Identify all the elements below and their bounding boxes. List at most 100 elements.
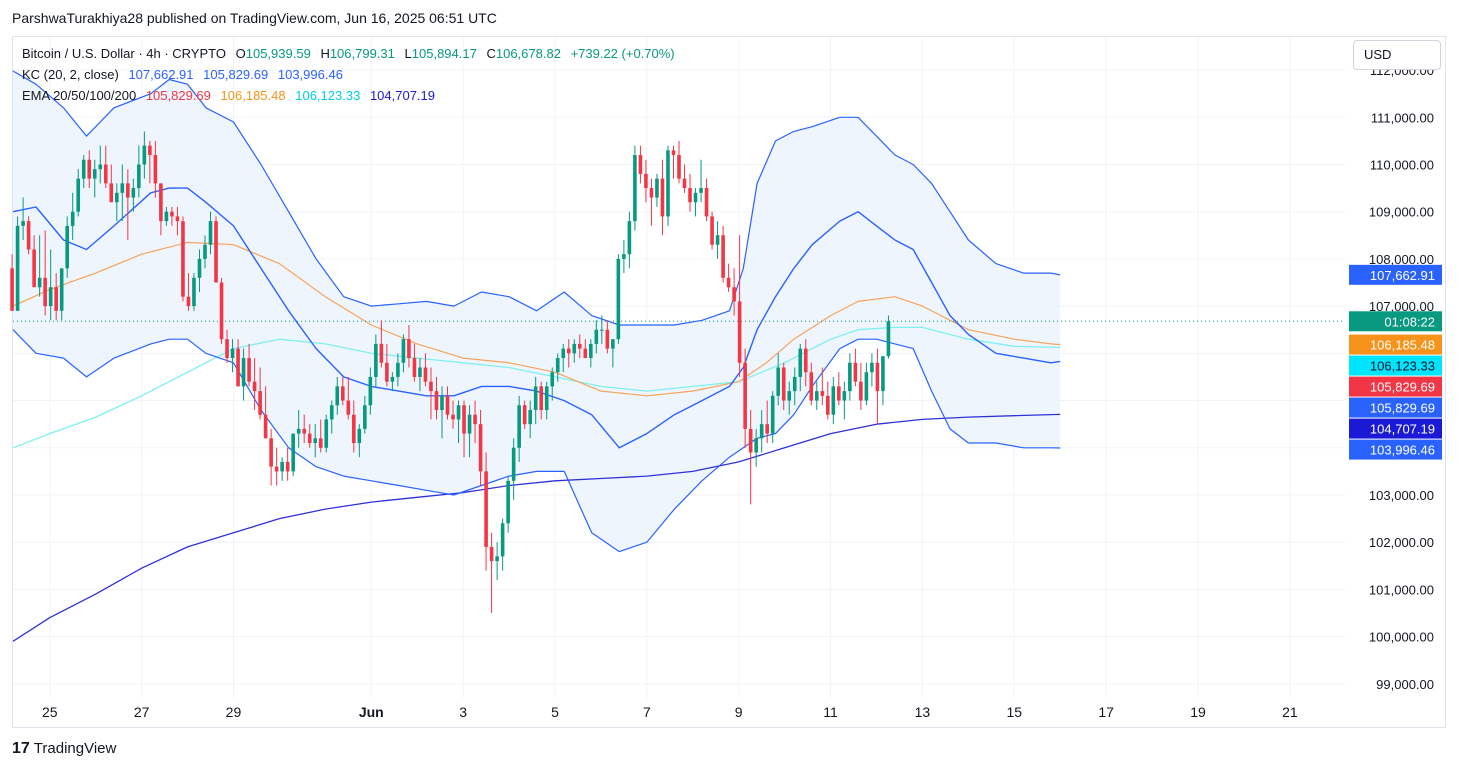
candle-body — [489, 546, 494, 562]
candle-body — [820, 391, 825, 396]
candle-body — [137, 164, 141, 189]
price-tag-label: 104,707.19 — [1370, 422, 1435, 437]
candle-body — [837, 386, 841, 401]
candle-body — [495, 556, 499, 562]
candle-body — [43, 277, 47, 307]
candle-body — [522, 405, 527, 425]
candle-body — [385, 362, 389, 382]
candle-body — [412, 358, 417, 377]
candle-body — [506, 480, 510, 524]
candle-body — [776, 367, 781, 396]
keltner-middle-line — [12, 187, 1061, 449]
candle-body — [396, 362, 400, 377]
currency-button[interactable]: USD — [1353, 40, 1441, 70]
candle-body — [401, 339, 406, 363]
candle-body — [296, 428, 301, 434]
candle-body — [335, 386, 340, 406]
candle-body — [660, 178, 665, 217]
candle-body — [781, 367, 786, 401]
candle-body — [583, 348, 588, 359]
candle-body — [627, 221, 632, 255]
candle-body — [864, 372, 869, 401]
ema50-line — [12, 241, 1061, 397]
candle-body — [280, 461, 284, 472]
candle-body — [831, 386, 836, 415]
x-tick-label: 29 — [226, 704, 242, 720]
candle-body — [59, 268, 64, 311]
price-tag — [1349, 439, 1442, 460]
candle-body — [175, 216, 180, 222]
candle-body — [407, 339, 411, 359]
candle-body — [274, 466, 279, 472]
candle-body — [81, 159, 86, 179]
candle-body — [826, 395, 830, 415]
candle-body — [726, 277, 731, 288]
candle-body — [164, 211, 169, 222]
x-tick-label: 3 — [459, 704, 467, 720]
candle-body — [533, 386, 538, 410]
candle-body — [379, 343, 384, 363]
legend-kc-row[interactable]: KC (20, 2, close) 107,662.91 105,829.69 … — [22, 67, 349, 82]
price-tag — [1349, 334, 1442, 355]
candle-body — [611, 339, 615, 349]
candle-body — [131, 188, 136, 198]
candle-body — [765, 424, 769, 434]
candle-body — [649, 188, 654, 198]
x-tick-label: 19 — [1190, 704, 1206, 720]
price-tag-label: 103,996.46 — [1370, 443, 1435, 458]
candle-body — [313, 438, 318, 444]
candle-body — [814, 391, 819, 401]
candle-body — [754, 438, 758, 453]
legend-symbol-row[interactable]: Bitcoin / U.S. Dollar · 4h · CRYPTO O105… — [22, 46, 681, 61]
kc-lower-value: 103,996.46 — [277, 67, 343, 82]
candle-body — [236, 348, 240, 387]
candles — [10, 131, 891, 614]
y-tick-label: 109,000.00 — [1369, 205, 1434, 220]
candle-body — [798, 348, 803, 377]
price-tag-label: 107,662.91 — [1370, 268, 1435, 283]
brand-name: TradingView — [33, 740, 117, 757]
candle-body — [633, 155, 637, 222]
open-value: 105,939.59 — [245, 46, 311, 61]
candle-body — [456, 405, 461, 420]
candle-body — [363, 405, 367, 429]
candle-body — [170, 211, 174, 217]
x-tick-label: 27 — [134, 704, 150, 720]
footer-brand[interactable]: 17 TradingView — [12, 740, 116, 758]
published-line: ParshwaTurakhiya28 published on TradingV… — [12, 10, 497, 26]
candle-body — [544, 386, 549, 410]
candle-body — [699, 188, 703, 193]
candle-body — [368, 376, 373, 406]
candle-body — [721, 235, 725, 278]
candle-body — [329, 405, 334, 420]
legend-ema-row[interactable]: EMA 20/50/100/200 105,829.69 106,185.48 … — [22, 88, 441, 103]
candle-body — [842, 391, 847, 401]
y-tick-label: 99,000.00 — [1376, 677, 1434, 692]
x-tick-label: Jun — [359, 704, 384, 720]
y-tick-label: 102,000.00 — [1369, 535, 1434, 550]
x-tick-label: 25 — [42, 704, 58, 720]
candle-body — [511, 447, 516, 481]
candle-body — [792, 376, 797, 392]
x-tick-label: 5 — [551, 704, 559, 720]
candle-body — [230, 348, 235, 359]
x-tick-label: 11 — [823, 704, 838, 720]
candle-body — [21, 221, 25, 226]
candle-body — [48, 287, 53, 307]
y-tick-label: 108,000.00 — [1369, 252, 1434, 267]
candle-body — [340, 386, 345, 401]
candle-body — [677, 155, 681, 179]
candle-body — [473, 414, 477, 425]
candle-body — [324, 419, 329, 448]
candle-body — [203, 244, 207, 259]
candle-body — [374, 343, 378, 377]
candle-body — [258, 391, 262, 415]
candle-body — [688, 188, 692, 203]
price-tag — [1349, 376, 1442, 397]
candle-body — [423, 367, 428, 382]
change-value: +739.22 (+0.70%) — [570, 46, 675, 61]
price-tag — [1349, 264, 1442, 285]
candle-body — [462, 405, 466, 434]
candle-body — [478, 424, 483, 472]
